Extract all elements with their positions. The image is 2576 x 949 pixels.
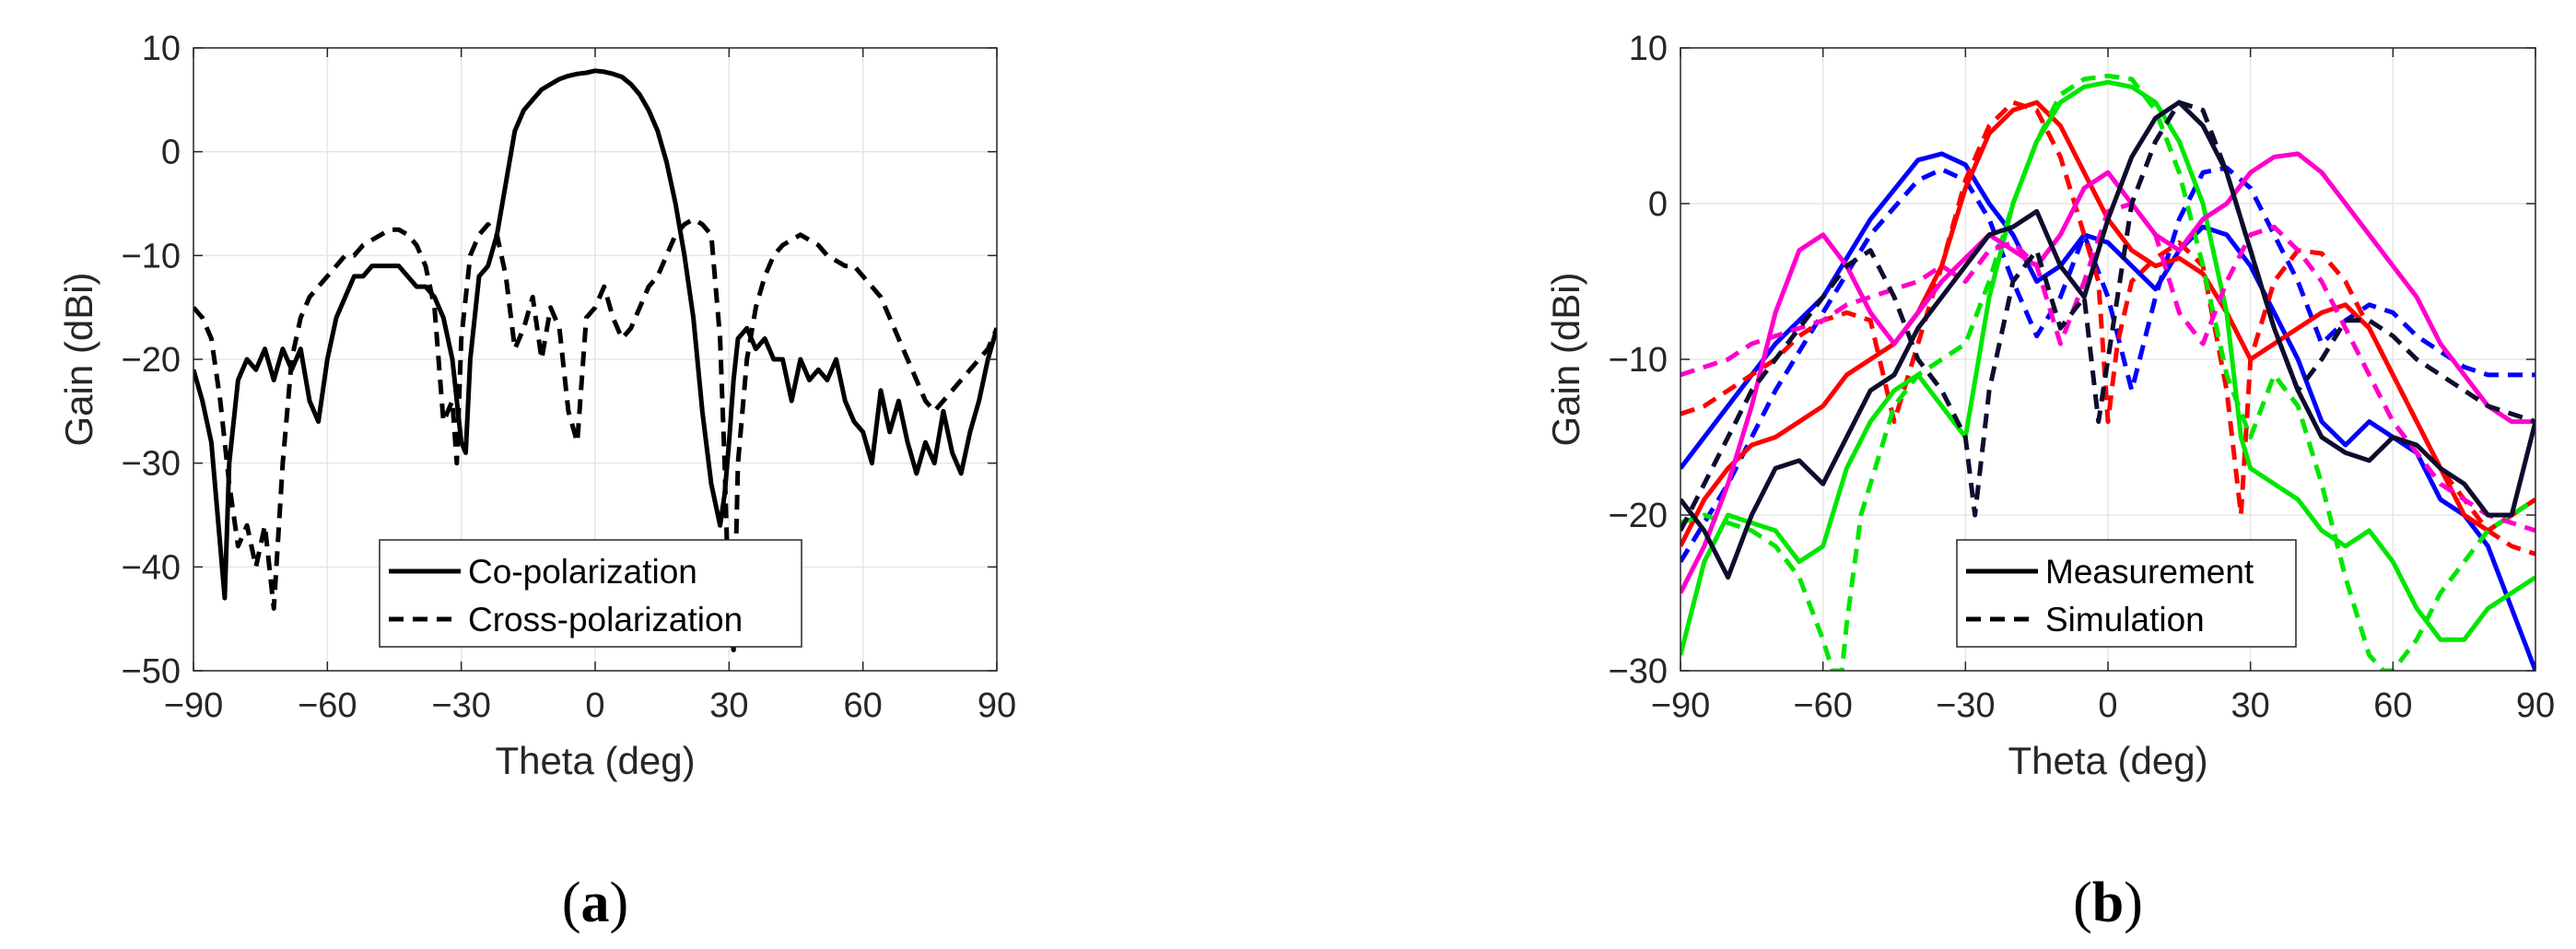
series-group-b bbox=[1680, 73, 2535, 671]
x-tick-label-b-5: 60 bbox=[2373, 686, 2412, 725]
x-tick-label-a-2: −30 bbox=[431, 686, 490, 725]
x-tick-label-b-2: −30 bbox=[1936, 686, 1995, 725]
y-axis-label-b: Gain (dBi) bbox=[1544, 272, 1587, 446]
y-tick-label-b-3: −20 bbox=[1609, 497, 1668, 535]
y-tick-label-a-3: −20 bbox=[122, 341, 181, 380]
x-tick-label-b-3: 0 bbox=[2098, 686, 2117, 725]
legend-a: Co-polarization Cross-polarization bbox=[379, 539, 802, 648]
y-tick-label-a-2: −10 bbox=[122, 237, 181, 275]
panel-label-a: (a) bbox=[562, 872, 628, 934]
legend-label-a-1: Cross-polarization bbox=[468, 601, 743, 639]
y-tick-label-b-4: −30 bbox=[1609, 652, 1668, 691]
x-tick-label-b-6: 90 bbox=[2516, 686, 2555, 725]
y-tick-label-a-4: −30 bbox=[122, 445, 181, 484]
series-line-b-1 bbox=[1680, 165, 2535, 564]
y-tick-label-a-6: −50 bbox=[122, 652, 181, 691]
series-line-b-9 bbox=[1680, 100, 2535, 533]
y-tick-label-b-1: 0 bbox=[1648, 185, 1668, 224]
series-line-b-5 bbox=[1680, 73, 2535, 671]
series-line-b-8 bbox=[1680, 100, 2535, 580]
legend-box-b bbox=[1956, 539, 2297, 648]
legend-box-a bbox=[379, 539, 802, 648]
series-line-a-1 bbox=[193, 217, 997, 652]
y-axis-label-a: Gain (dBi) bbox=[57, 272, 100, 446]
series-line-b-3 bbox=[1680, 100, 2535, 557]
series-line-b-6 bbox=[1680, 151, 2535, 594]
x-tick-label-a-6: 90 bbox=[978, 686, 1016, 725]
y-tick-label-a-0: 10 bbox=[142, 29, 181, 68]
y-tick-label-a-5: −40 bbox=[122, 548, 181, 587]
legend-b: Measurement Simulation bbox=[1956, 539, 2297, 648]
x-tick-label-b-1: −60 bbox=[1793, 686, 1852, 725]
x-tick-label-a-4: 30 bbox=[709, 686, 748, 725]
x-tick-label-b-0: −90 bbox=[1651, 686, 1710, 725]
x-tick-label-a-1: −60 bbox=[298, 686, 357, 725]
x-axis-label-b: Theta (deg) bbox=[2008, 739, 2207, 782]
chart-panel-a: −90 −60 −30 0 30 60 90 10 0 −10 −20 −30 −40 −50 Theta … bbox=[57, 29, 1016, 934]
y-tick-label-a-1: 0 bbox=[161, 134, 181, 172]
x-tick-label-a-5: 60 bbox=[844, 686, 883, 725]
legend-label-a-0: Co-polarization bbox=[468, 553, 697, 591]
series-group-a bbox=[193, 68, 997, 652]
x-tick-label-a-0: −90 bbox=[164, 686, 223, 725]
legend-label-b-0: Measurement bbox=[2045, 553, 2254, 591]
y-tick-label-b-0: 10 bbox=[1629, 29, 1668, 68]
series-line-b-4 bbox=[1680, 79, 2535, 656]
y-tick-label-b-2: −10 bbox=[1609, 341, 1668, 380]
legend-label-b-1: Simulation bbox=[2045, 601, 2205, 639]
x-tick-label-b-4: 30 bbox=[2231, 686, 2270, 725]
series-line-b-7 bbox=[1680, 201, 2535, 533]
chart-panel-b: −90 −60 −30 0 30 60 90 10 0 −10 −20 −30 Theta (deg) G… bbox=[1544, 29, 2555, 934]
panel-label-b: (b) bbox=[2073, 872, 2143, 934]
series-line-a-0 bbox=[193, 68, 997, 601]
x-axis-label-a: Theta (deg) bbox=[495, 739, 695, 782]
x-tick-label-a-3: 0 bbox=[585, 686, 604, 725]
